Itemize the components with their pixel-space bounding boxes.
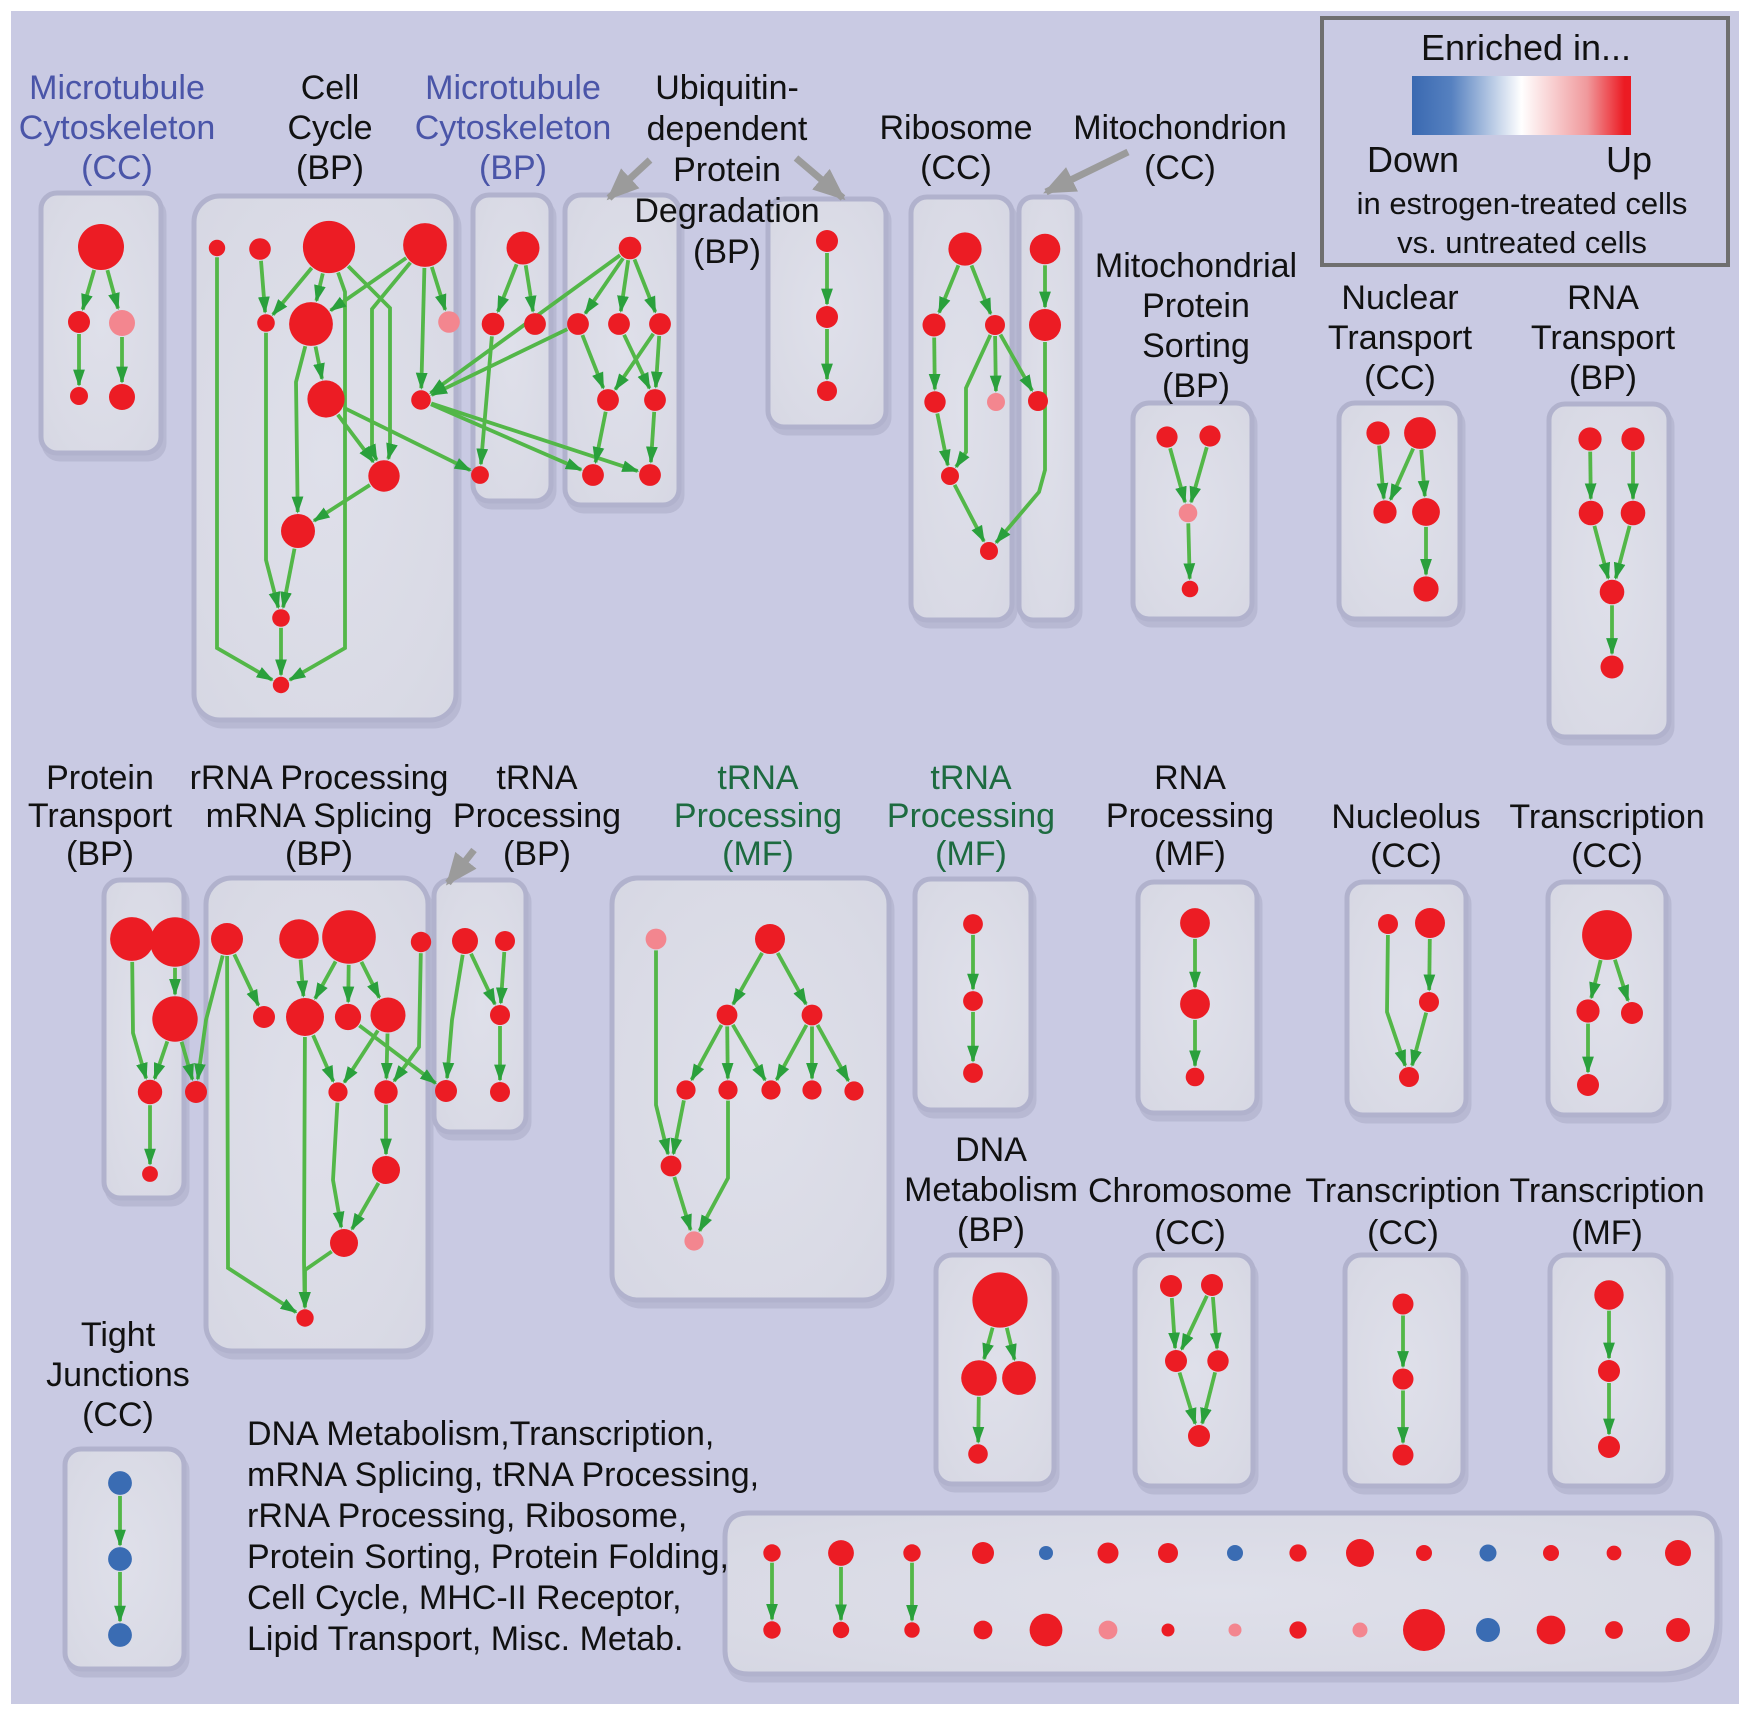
svg-text:(CC): (CC) [81, 149, 153, 187]
svg-text:Protein: Protein [1142, 287, 1250, 325]
svg-text:(CC): (CC) [82, 1396, 154, 1434]
svg-text:(MF): (MF) [1571, 1214, 1643, 1252]
svg-text:Mitochondrion: Mitochondrion [1073, 109, 1287, 147]
svg-text:DNA: DNA [955, 1131, 1027, 1169]
svg-text:Protein: Protein [46, 759, 154, 797]
svg-text:Transport: Transport [28, 797, 173, 835]
svg-text:DNA Metabolism,Transcription,: DNA Metabolism,Transcription, [247, 1415, 714, 1453]
svg-text:Chromosome: Chromosome [1088, 1172, 1292, 1210]
svg-text:Cycle: Cycle [287, 109, 372, 147]
svg-text:(CC): (CC) [1154, 1214, 1226, 1252]
svg-text:Metabolism: Metabolism [904, 1171, 1078, 1209]
svg-text:tRNA: tRNA [496, 759, 578, 797]
svg-text:Transport: Transport [1328, 319, 1473, 357]
svg-text:(BP): (BP) [693, 233, 761, 271]
svg-text:(BP): (BP) [66, 835, 134, 873]
svg-text:(MF): (MF) [935, 835, 1007, 873]
svg-text:Microtubule: Microtubule [425, 69, 601, 107]
svg-text:Cell: Cell [301, 69, 360, 107]
svg-text:(BP): (BP) [296, 149, 364, 187]
svg-text:in estrogen-treated cells: in estrogen-treated cells [1357, 186, 1688, 221]
svg-text:mRNA Splicing, tRNA Processing: mRNA Splicing, tRNA Processing, [247, 1456, 759, 1494]
svg-text:Processing: Processing [453, 797, 621, 835]
svg-text:(CC): (CC) [1370, 837, 1442, 875]
svg-text:Processing: Processing [887, 797, 1055, 835]
svg-text:Junctions: Junctions [46, 1356, 190, 1394]
svg-text:dependent: dependent [647, 110, 808, 148]
svg-text:Mitochondrial: Mitochondrial [1095, 247, 1297, 285]
svg-text:Processing: Processing [1106, 797, 1274, 835]
svg-text:Cell Cycle, MHC-II Receptor,: Cell Cycle, MHC-II Receptor, [247, 1579, 682, 1617]
svg-text:Up: Up [1606, 139, 1652, 180]
svg-text:(BP): (BP) [285, 835, 353, 873]
svg-text:Protein Sorting, Protein Foldi: Protein Sorting, Protein Folding, [247, 1538, 729, 1576]
svg-text:tRNA: tRNA [717, 759, 799, 797]
svg-text:(CC): (CC) [1144, 149, 1216, 187]
svg-text:Sorting: Sorting [1142, 327, 1250, 365]
svg-text:Transcription: Transcription [1305, 1172, 1500, 1210]
svg-text:Tight: Tight [81, 1316, 156, 1354]
svg-text:(CC): (CC) [1367, 1214, 1439, 1252]
svg-text:Microtubule: Microtubule [29, 69, 205, 107]
svg-text:Enriched in...: Enriched in... [1421, 27, 1631, 68]
svg-text:(MF): (MF) [722, 835, 794, 873]
svg-text:Lipid Transport, Misc. Metab.: Lipid Transport, Misc. Metab. [247, 1620, 684, 1658]
svg-text:(CC): (CC) [920, 149, 992, 187]
svg-text:(MF): (MF) [1154, 835, 1226, 873]
svg-text:Ribosome: Ribosome [879, 109, 1032, 147]
svg-text:Transcription: Transcription [1509, 798, 1704, 836]
svg-text:mRNA Splicing: mRNA Splicing [206, 797, 433, 835]
svg-text:Cytoskeleton: Cytoskeleton [415, 109, 612, 147]
svg-text:RNA: RNA [1567, 279, 1639, 317]
svg-text:rRNA Processing: rRNA Processing [190, 759, 449, 797]
svg-text:(BP): (BP) [1569, 359, 1637, 397]
svg-text:Processing: Processing [674, 797, 842, 835]
svg-text:Transcription: Transcription [1509, 1172, 1704, 1210]
svg-text:(CC): (CC) [1364, 359, 1436, 397]
svg-text:RNA: RNA [1154, 759, 1226, 797]
svg-text:Ubiquitin-: Ubiquitin- [655, 69, 799, 107]
svg-text:Cytoskeleton: Cytoskeleton [19, 109, 216, 147]
svg-text:(BP): (BP) [479, 149, 547, 187]
svg-text:Degradation: Degradation [634, 192, 819, 230]
svg-text:rRNA Processing, Ribosome,: rRNA Processing, Ribosome, [247, 1497, 687, 1535]
svg-text:Protein: Protein [673, 151, 781, 189]
svg-text:Transport: Transport [1531, 319, 1676, 357]
svg-text:(CC): (CC) [1571, 837, 1643, 875]
svg-text:(BP): (BP) [957, 1211, 1025, 1249]
svg-text:Nucleolus: Nucleolus [1331, 798, 1480, 836]
svg-text:tRNA: tRNA [930, 759, 1012, 797]
svg-text:Down: Down [1367, 139, 1459, 180]
svg-text:Nuclear: Nuclear [1341, 279, 1458, 317]
svg-text:(BP): (BP) [1162, 367, 1230, 405]
svg-text:(BP): (BP) [503, 835, 571, 873]
svg-text:vs. untreated cells: vs. untreated cells [1397, 225, 1647, 260]
